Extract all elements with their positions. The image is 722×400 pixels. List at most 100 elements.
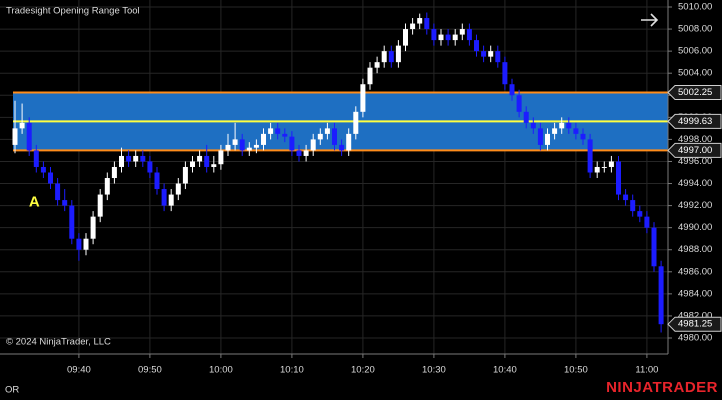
candle-body [545,133,550,145]
candle-body [76,238,82,250]
candle-body [651,227,657,267]
candle-body [353,111,359,134]
candle-body [282,133,288,137]
candle-body [424,18,430,30]
candle-body [339,144,345,151]
arrow-icon[interactable] [641,13,659,27]
candle-body [90,216,96,239]
price-marker [667,316,722,332]
candle-body [410,23,416,30]
candle-body [69,205,75,239]
candle-body [481,51,487,57]
candle-body [97,194,103,217]
candle-body [55,183,61,201]
annotation: A [29,193,40,210]
candle-body [474,40,479,52]
candle-body [516,95,522,112]
x-tick-label: 09:50 [138,365,162,376]
y-tick-label: 5004.00 [678,68,712,79]
indicator-label: OR [5,385,19,396]
price-marker [667,113,722,129]
candle-body [261,133,266,145]
x-tick-label: 10:30 [422,365,446,376]
candle-body [40,166,46,173]
y-tick-label: 4982.00 [678,310,712,321]
y-tick-label: 4986.00 [678,266,712,277]
candle-body [154,172,160,190]
x-tick-label: 10:40 [493,365,517,376]
candle-body [537,128,543,145]
price-marker [667,85,722,101]
candle-body [126,155,132,162]
y-tick-label: 4998.00 [678,134,712,145]
candle-body [552,128,558,134]
candle-body [488,51,494,57]
candle-body [381,51,387,63]
candle-body [523,111,529,123]
x-tick-label: 10:10 [280,365,304,376]
price-marker-label: 4999.63 [678,116,712,127]
candle-body [637,211,643,217]
candle-body [580,133,586,140]
candle-body [111,166,117,179]
candle-body [466,29,472,41]
candles: A [12,12,664,333]
y-tick-label: 4988.00 [678,244,712,255]
y-tick-label: 4980.00 [678,333,712,344]
candle-body [140,155,146,162]
candle-body [360,84,366,112]
candle-body [509,84,515,96]
candle-body [26,122,32,151]
candle-body [104,178,110,195]
candle-body [438,34,444,41]
candle-body [530,122,536,129]
candle-body [303,150,309,156]
candle-body [431,29,437,41]
candle-body [161,189,167,206]
candle-body [246,147,252,151]
candle-body [133,155,139,162]
x-tick-label: 09:40 [67,365,91,376]
candle-body [395,45,401,63]
price-marker-label: 4997.00 [678,145,712,156]
candle-body [495,51,501,63]
candle-body [566,122,572,129]
chart-title: Tradesight Opening Range Tool [6,6,140,17]
candle-body [253,144,259,148]
candle-body [62,200,68,206]
candle-body [332,128,337,145]
candle-body [374,62,380,68]
candle-body [33,150,39,167]
candle-body [324,128,330,134]
logo: NINJATRADER [606,379,718,396]
candle-body [310,139,316,151]
price-marker-label: 5002.25 [678,87,712,98]
candle-body [367,67,373,85]
candle-body [346,133,352,151]
candle-body [502,62,508,85]
candle-body [573,128,579,134]
candle-body [403,29,408,46]
candle-body [218,150,224,165]
candle-body [147,161,153,173]
candle-body [452,34,458,41]
copyright: © 2024 NinjaTrader, LLC [6,337,111,348]
candle-body [19,122,25,129]
x-tick-label: 10:20 [351,365,375,376]
opening-range [13,91,668,152]
candle-body [289,136,295,151]
candle-body [275,128,281,134]
candle-body [445,34,451,41]
candle-body [417,18,423,24]
candle-body [587,139,593,173]
y-tick-label: 4996.00 [678,156,712,167]
grid [0,0,668,354]
candle-body [211,164,217,167]
candle-body [459,29,465,35]
y-tick-label: 4984.00 [678,288,712,299]
y-tick-label: 5006.00 [678,46,712,57]
price-marker-label: 4981.25 [678,319,712,330]
